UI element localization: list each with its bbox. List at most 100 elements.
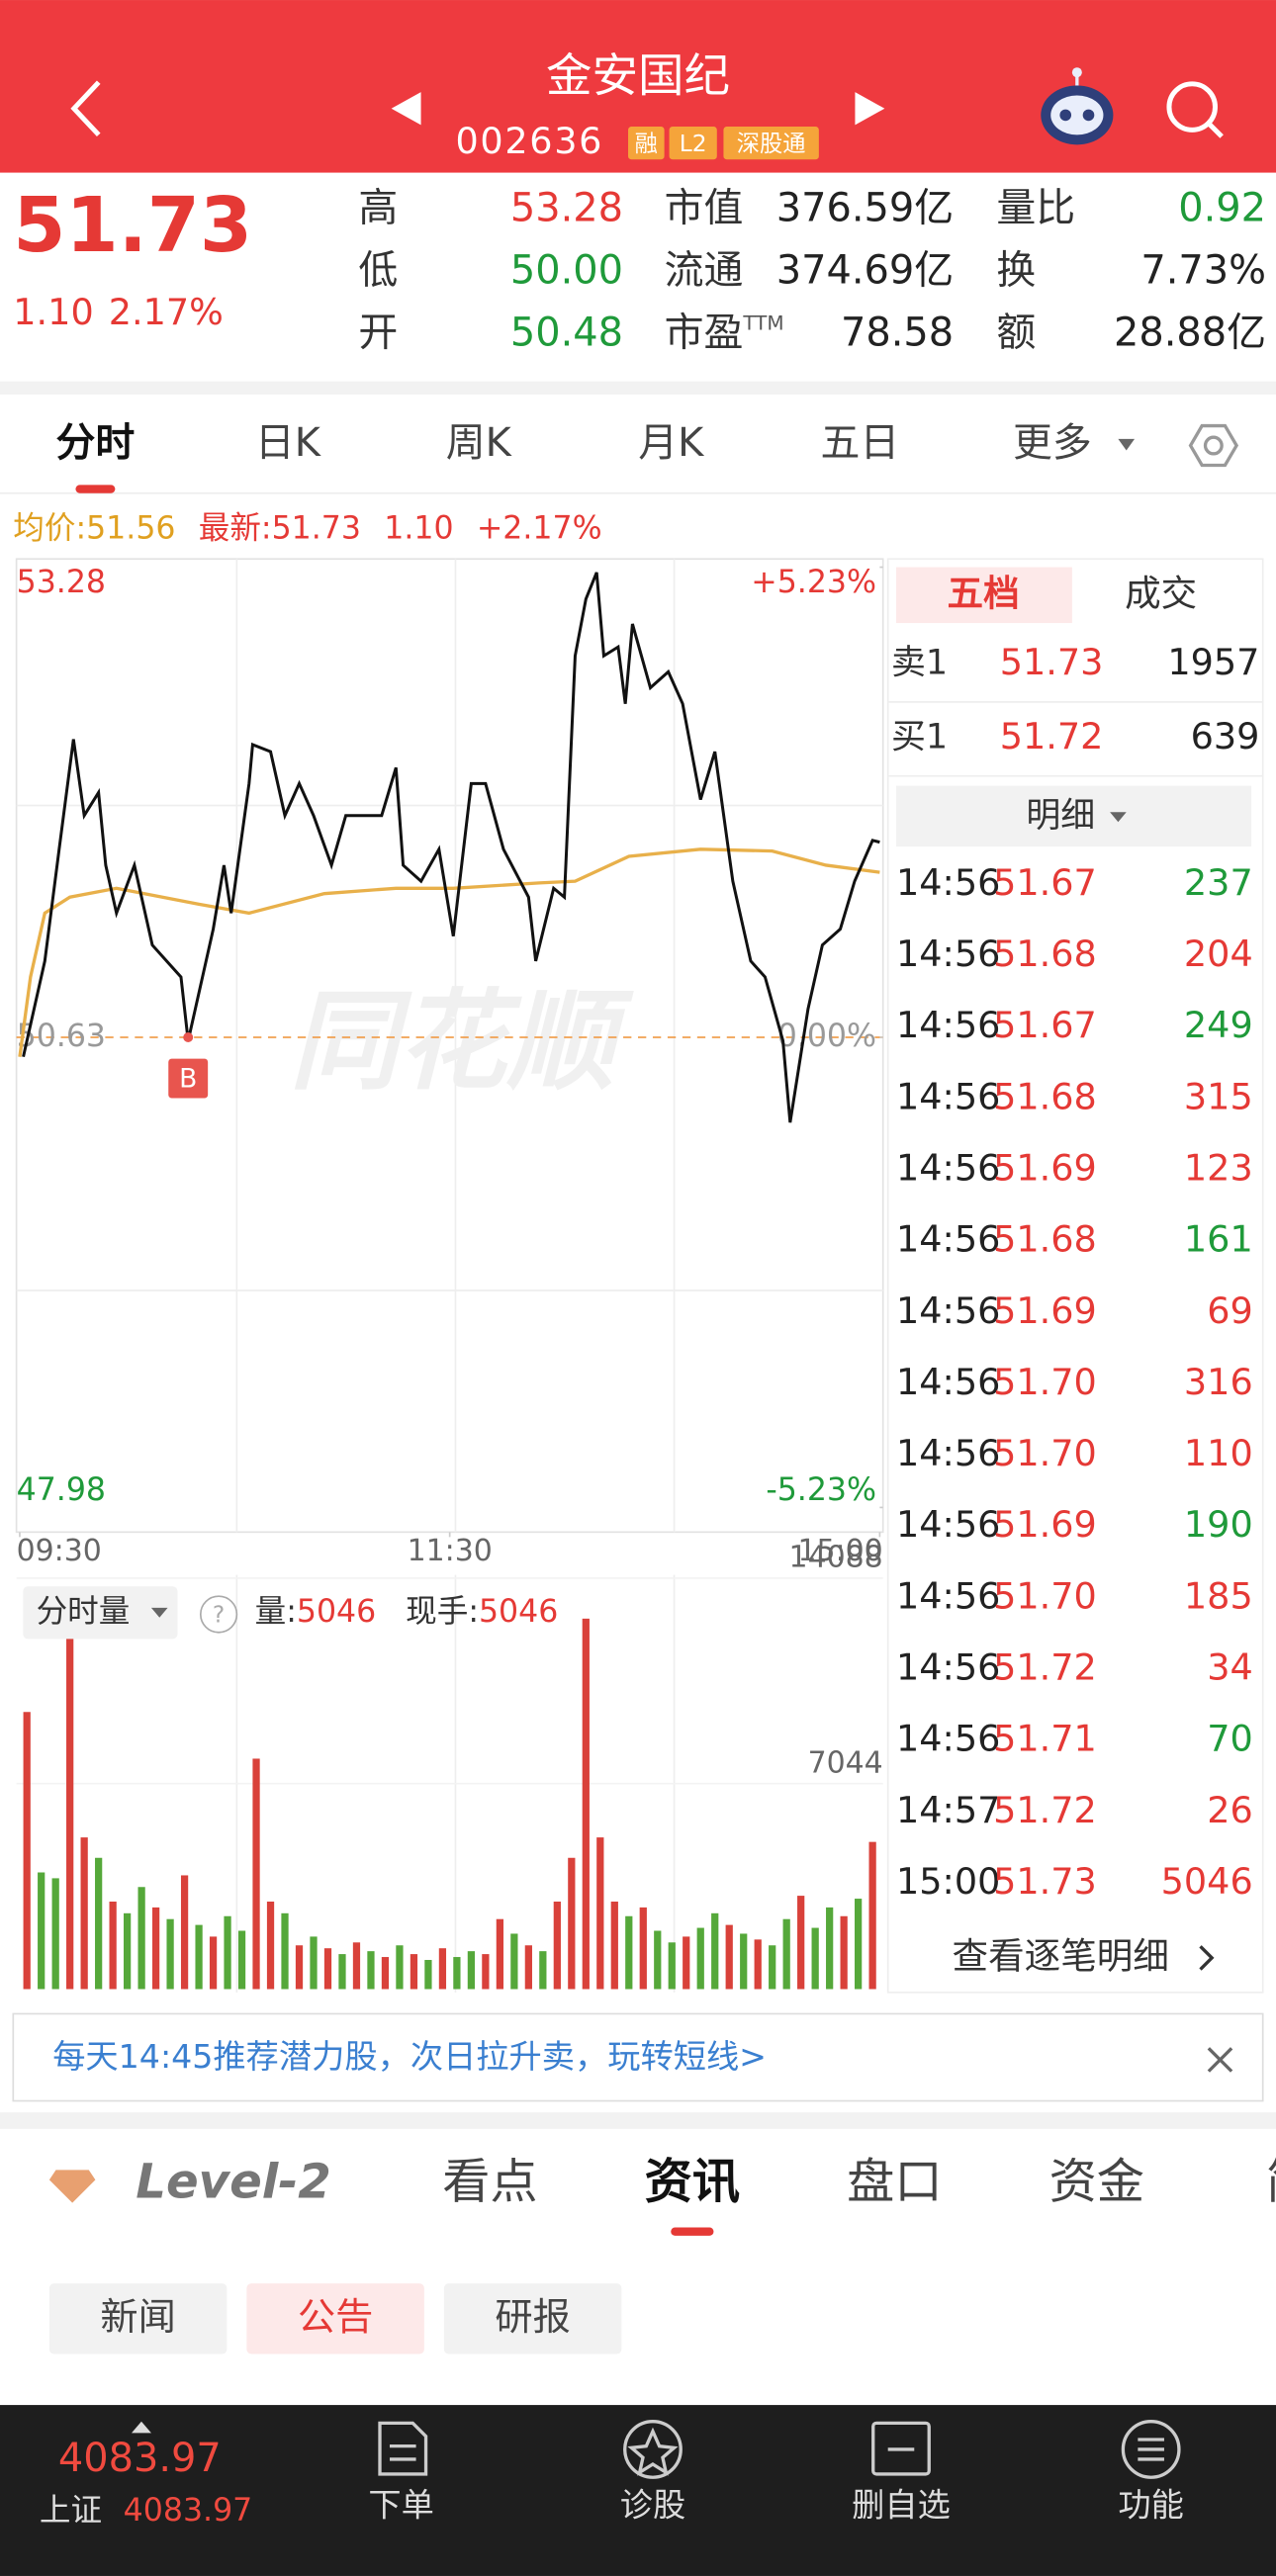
volume-bar	[338, 1954, 346, 1990]
y-tick-label: 53.28	[17, 565, 106, 600]
banner-close[interactable]	[1207, 2047, 1233, 2073]
order-tab[interactable]: 成交	[1125, 572, 1197, 614]
volume-bar	[855, 1899, 863, 1990]
volume-bar	[668, 1942, 676, 1990]
next-stock[interactable]	[855, 92, 885, 126]
dropdown-arrow	[150, 1607, 168, 1618]
trade-marker	[168, 1058, 209, 1099]
order-side: 卖1	[891, 644, 948, 683]
volume-bar	[568, 1857, 576, 1990]
back-button[interactable]	[70, 80, 101, 137]
chart-frame	[15, 558, 884, 1534]
volume-bar	[95, 1857, 103, 1990]
index-name[interactable]: 上证	[40, 2493, 102, 2529]
sub-tab-bg[interactable]	[443, 2283, 622, 2354]
chart-tab[interactable]: 五日	[821, 420, 900, 466]
last-price: 51.73	[13, 182, 252, 270]
assistant-icon[interactable]	[1041, 67, 1114, 145]
volume-bar	[754, 1939, 762, 1990]
nav-item[interactable]: 下单	[368, 2486, 433, 2525]
settings-icon[interactable]	[1188, 423, 1239, 468]
order-volume: 639	[1191, 715, 1260, 757]
volume-bar	[582, 1618, 590, 1990]
chart-tab[interactable]: 周K	[446, 420, 512, 466]
volume-selector-box[interactable]	[23, 1586, 178, 1640]
info-tab[interactable]: 资金	[1049, 2154, 1144, 2209]
trade-price: 51.72	[993, 1789, 1097, 1831]
trade-price: 51.67	[993, 1004, 1097, 1046]
order-side: 买1	[891, 717, 948, 756]
nav-item[interactable]: 删自选	[852, 2486, 951, 2525]
volume-bar	[639, 1907, 647, 1990]
stat-label: 额	[996, 311, 1036, 356]
info-tab[interactable]: 看点	[442, 2154, 537, 2209]
volume-bar	[424, 1960, 432, 1990]
stat-value: 0.92	[1178, 185, 1266, 230]
search-icon[interactable]	[1166, 81, 1224, 138]
summary-change: 1.10	[384, 510, 453, 546]
nav-item[interactable]: 功能	[1118, 2486, 1183, 2525]
stat-value: 374.69亿	[776, 247, 954, 293]
trade-time: 14:56	[896, 933, 1000, 975]
volume-bar	[124, 1912, 132, 1990]
banner-box[interactable]	[12, 2012, 1264, 2102]
sub-tab-bg[interactable]	[246, 2283, 424, 2354]
volume-bar	[51, 1878, 59, 1990]
info-tab[interactable]: 盘口	[847, 2154, 942, 2209]
trade-time: 14:56	[896, 1218, 1000, 1261]
trade-time: 15:00	[896, 1860, 1000, 1903]
chart-tab[interactable]: 更多	[1013, 420, 1092, 466]
sub-tab-bg[interactable]	[48, 2283, 228, 2354]
trade-price: 51.67	[993, 861, 1097, 904]
help-icon[interactable]	[199, 1595, 238, 1634]
x-tick-label: 11:30	[408, 1534, 493, 1568]
volume-bar	[38, 1872, 46, 1990]
chart-tab[interactable]: 月K	[638, 420, 704, 466]
volume-bar	[510, 1933, 518, 1990]
volume-bar	[782, 1918, 790, 1990]
sub-tab[interactable]: 新闻	[100, 2296, 175, 2340]
index-value[interactable]: 4083.97	[58, 2436, 222, 2481]
volume-bar	[539, 1951, 547, 1990]
badge	[723, 127, 819, 160]
more-trades[interactable]: 查看逐笔明细	[953, 1934, 1169, 1977]
trade-volume: 123	[1184, 1146, 1253, 1189]
order-tab[interactable]: 五档	[948, 572, 1020, 614]
trade-volume: 5046	[1161, 1860, 1253, 1903]
sub-tab[interactable]: 研报	[495, 2296, 570, 2340]
stat-label: 量比	[996, 185, 1075, 230]
trade-time: 14:56	[896, 1646, 1000, 1689]
stat-value: 7.73%	[1140, 247, 1266, 293]
info-tab[interactable]: 资讯	[645, 2154, 740, 2209]
volume-bar	[323, 1948, 332, 1990]
y-tick-label: 47.98	[17, 1472, 106, 1508]
trade-volume: 316	[1184, 1361, 1253, 1403]
sub-tab[interactable]: 公告	[298, 2296, 373, 2340]
index-value-small[interactable]: 4083.97	[124, 2493, 253, 2529]
prev-stock[interactable]	[391, 92, 421, 126]
info-tab[interactable]: Level-2	[136, 2154, 331, 2209]
order-tab-active-bg	[895, 567, 1072, 624]
volume-info: 量:5046 现手:5046	[255, 1594, 559, 1630]
trade-price: 51.70	[993, 1432, 1097, 1474]
nav-item[interactable]: 诊股	[620, 2486, 685, 2525]
volume-label: 量:	[255, 1594, 297, 1630]
promo-banner[interactable]: 每天14:45推荐潜力股，次日拉升卖，玩转短线>	[52, 2037, 767, 2076]
stat-value: 28.88亿	[1114, 311, 1266, 356]
trade-price: 51.69	[993, 1503, 1097, 1546]
chart-tab[interactable]: 分时	[56, 420, 136, 466]
badge	[628, 127, 665, 160]
volume-bar	[524, 1945, 532, 1990]
trade-time: 14:57	[896, 1789, 1000, 1831]
trade-volume: 249	[1184, 1004, 1253, 1046]
badge-text: 深股通	[737, 131, 806, 157]
level2-logo	[48, 2170, 96, 2203]
volume-bar	[310, 1936, 318, 1990]
info-tab[interactable]: 简	[1266, 2154, 1276, 2209]
volume-selector[interactable]: 分时量	[37, 1594, 131, 1630]
volume-bar	[224, 1915, 231, 1990]
chevron	[1199, 1945, 1215, 1971]
chart-tab[interactable]: 日K	[255, 420, 321, 466]
expand-arrow[interactable]	[131, 2421, 151, 2434]
